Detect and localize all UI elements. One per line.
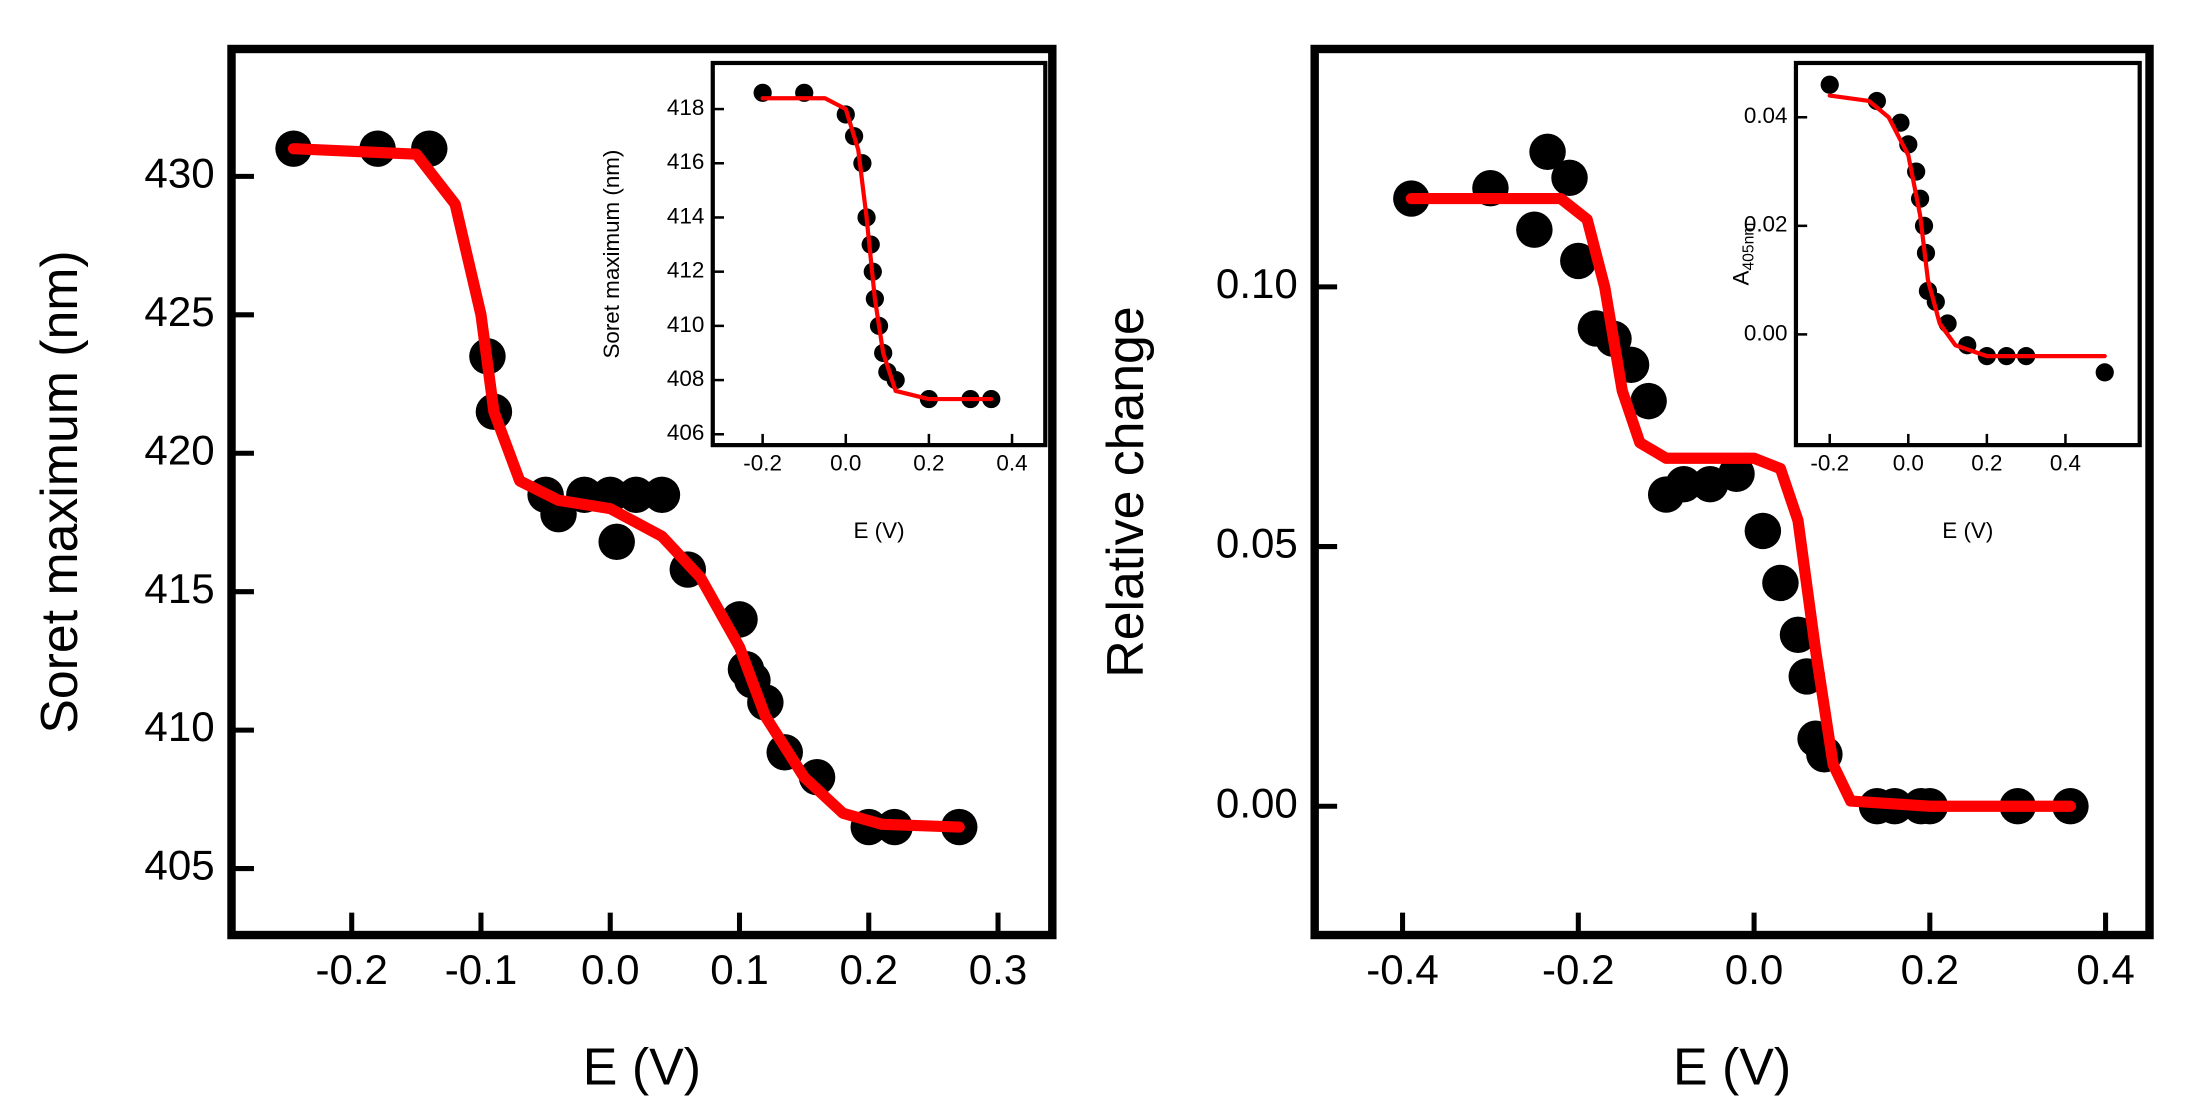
y-axis-label: Soret maximum (nm)	[30, 250, 88, 733]
fit-line	[287, 143, 965, 833]
y-tick-label: 406	[667, 420, 704, 445]
y-tick-label: 0.00	[1744, 320, 1788, 345]
data-point	[598, 523, 635, 561]
data-point	[617, 476, 655, 513]
y-tick-label: 410	[144, 703, 214, 750]
x-axis-label: E (V)	[1942, 518, 1993, 543]
x-axis-label: E (V)	[1673, 1038, 1791, 1096]
data-point	[1718, 455, 1755, 493]
axes-frame	[1310, 44, 2154, 940]
plot-frame	[712, 62, 1046, 446]
fit-line	[760, 96, 994, 402]
x-tick-label: 0.0	[1725, 946, 1784, 993]
x-tick-label: 0.2	[1901, 946, 1960, 993]
y-tick-label: 0.02	[1744, 212, 1788, 237]
y-axis-label: Relative change	[1096, 306, 1154, 677]
y-tick-label: 408	[667, 366, 704, 391]
x-tick-label: 0.0	[581, 946, 640, 993]
x-tick-label: -0.4	[1366, 946, 1439, 993]
x-tick-label: -0.2	[315, 946, 388, 993]
plot-area	[275, 130, 978, 846]
chart: -0.2 0.0 0.2 0.4 406 408 410 412 414 416 418 E (V) S…	[599, 60, 1048, 543]
y-tick-label: 430	[144, 150, 214, 197]
plot-area	[1820, 75, 2114, 382]
y-tick-label: 420	[144, 426, 214, 473]
y-axis-label: A405nm	[1729, 223, 1758, 286]
y-tick-label: 416	[667, 149, 704, 174]
x-tick-label: 0.2	[840, 946, 899, 993]
y-tick-label: 410	[667, 312, 704, 337]
data-point	[1551, 159, 1588, 196]
y-tick-label: 412	[667, 258, 704, 283]
plot-area	[1393, 133, 2089, 825]
x-tick-label: -0.2	[1542, 946, 1615, 993]
x-tick-label: 0.4	[996, 451, 1027, 476]
data-point	[643, 476, 681, 513]
y-tick-label: 418	[667, 95, 704, 120]
x-tick-label: 0.2	[1971, 451, 2002, 476]
chart: -0.2 0.0 0.2 0.4 0.00 0.02 0.04 E (V) A405nm	[1729, 60, 2142, 543]
x-tick-label: 0.4	[2076, 946, 2135, 993]
x-tick-label: 0.0	[1893, 451, 1924, 476]
x-tick-label: -0.2	[1810, 451, 1849, 476]
y-tick-label: 0.10	[1216, 260, 1298, 307]
y-tick-label: 0.04	[1744, 103, 1788, 128]
x-tick-label: 0.1	[710, 946, 769, 993]
axes-frame	[1793, 60, 2142, 448]
y-axis-label: Soret maximum (nm)	[599, 150, 624, 359]
y-tick-label: 405	[144, 842, 214, 889]
x-axis-label: E (V)	[853, 518, 904, 543]
axes-frame	[227, 44, 1057, 940]
x-axis-label: E (V)	[583, 1038, 701, 1096]
y-tick-label: 0.00	[1216, 779, 1298, 826]
data-point	[1665, 466, 1703, 503]
data-point	[1560, 242, 1597, 280]
data-point	[1630, 382, 1667, 420]
data-point	[1516, 211, 1553, 248]
x-tick-label: 0.2	[913, 451, 944, 476]
y-axis-label-sub: 405nm	[1740, 223, 1757, 271]
plot-area	[753, 83, 1001, 409]
y-tick-label: 414	[667, 203, 704, 228]
data-point	[1529, 133, 1566, 171]
fit-line	[1827, 93, 2107, 359]
plot-frame	[1795, 62, 2140, 446]
y-tick-label: 0.05	[1216, 520, 1298, 567]
fit-line	[1405, 192, 2077, 812]
data-point	[2095, 363, 2114, 382]
x-tick-label: 0.3	[969, 946, 1028, 993]
x-tick-label: -0.1	[445, 946, 518, 993]
y-tick-label: 415	[144, 565, 214, 612]
data-point	[1762, 564, 1799, 602]
data-point	[1820, 75, 1839, 94]
x-tick-label: -0.2	[743, 451, 782, 476]
x-tick-label: 0.4	[2050, 451, 2081, 476]
data-point	[1744, 512, 1782, 550]
axes-frame	[710, 60, 1048, 448]
x-tick-label: 0.0	[830, 451, 861, 476]
y-tick-label: 425	[144, 288, 214, 335]
